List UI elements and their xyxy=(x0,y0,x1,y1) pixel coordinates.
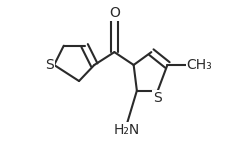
Text: CH₃: CH₃ xyxy=(187,58,212,72)
Text: H₂N: H₂N xyxy=(114,123,140,137)
Text: O: O xyxy=(109,6,120,20)
Text: S: S xyxy=(153,91,162,105)
Text: S: S xyxy=(45,58,54,72)
